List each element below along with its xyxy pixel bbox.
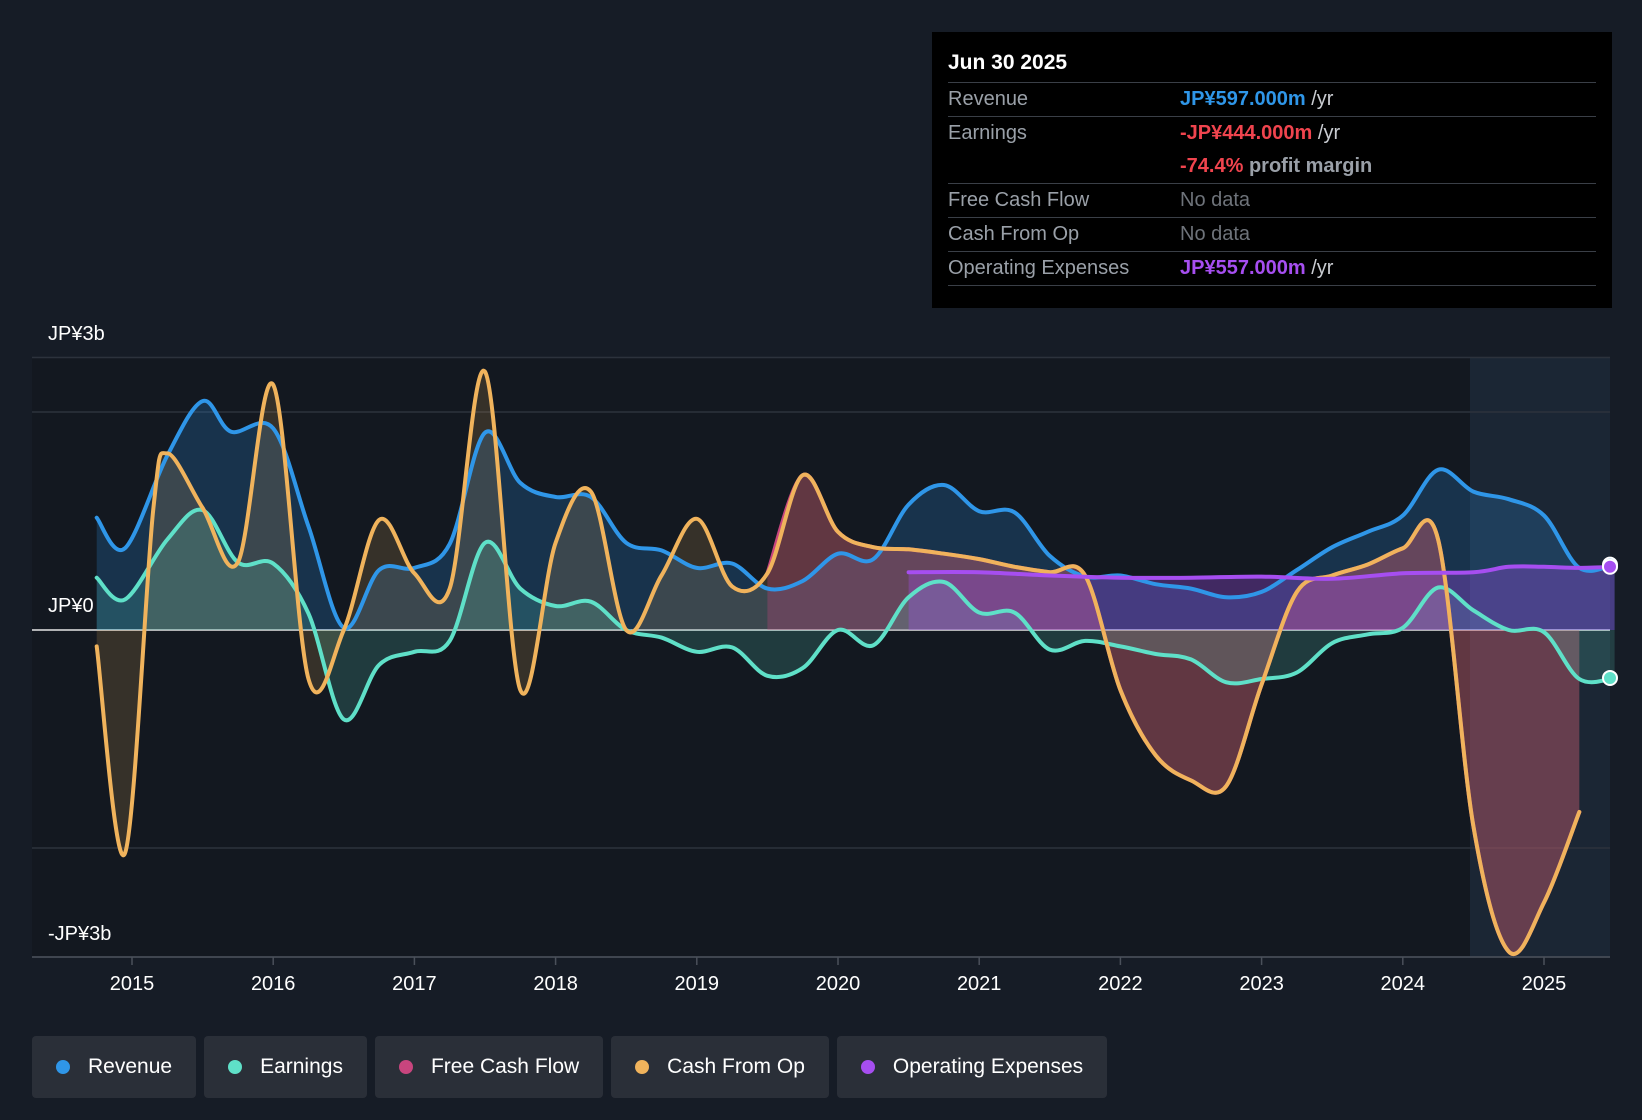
tooltip-unit: /yr — [1311, 257, 1334, 279]
legend-item-cash-from-op[interactable]: Cash From Op — [611, 1036, 829, 1098]
tooltip-row-earnings: Earnings -JP¥444.000m /yr — [948, 117, 1596, 150]
tooltip-margin-value: -74.4% — [1180, 155, 1244, 177]
tooltip-panel: Jun 30 2025 Revenue JP¥597.000m /yr Earn… — [932, 32, 1612, 308]
x-tick-label: 2017 — [392, 973, 437, 995]
legend-dot-icon — [228, 1060, 243, 1074]
x-tick-label: 2023 — [1239, 973, 1284, 995]
tooltip-date: Jun 30 2025 — [948, 48, 1596, 83]
tooltip-value: No data — [1180, 223, 1251, 245]
free-cash-flow-area — [767, 474, 1580, 955]
plot-background — [32, 357, 1610, 957]
legend-item-earnings[interactable]: Earnings — [204, 1036, 367, 1098]
tooltip-row-cfo: Cash From Op No data — [948, 218, 1596, 252]
tooltip-value: JP¥557.000m — [1180, 257, 1306, 279]
operating-expenses-line — [906, 564, 1617, 581]
x-tick-label: 2018 — [533, 973, 578, 995]
tooltip-row-fcf: Free Cash Flow No data — [948, 184, 1596, 218]
legend-dot-icon — [398, 1060, 413, 1074]
y-label-zero: JP¥0 — [48, 595, 94, 617]
y-label-bottom: -JP¥3b — [48, 923, 111, 945]
legend-label: Cash From Op — [667, 1055, 805, 1078]
forecast-highlight-band — [1470, 357, 1610, 957]
tooltip-label: Operating Expenses — [948, 257, 1130, 279]
x-tick-label: 2025 — [1522, 973, 1567, 995]
tooltip-value: JP¥597.000m — [1180, 88, 1306, 110]
x-tick-label: 2022 — [1098, 973, 1143, 995]
tooltip-value: No data — [1180, 189, 1251, 211]
tooltip-row-margin: -74.4% profit margin — [948, 150, 1596, 184]
tooltip-value: -JP¥444.000m — [1180, 122, 1313, 144]
operating-expenses-area — [908, 566, 1615, 630]
tooltip-row-revenue: Revenue JP¥597.000m /yr — [948, 83, 1596, 117]
revenue-line — [94, 399, 1617, 631]
legend-label: Free Cash Flow — [430, 1055, 580, 1078]
operating-expenses-endpoint — [1602, 558, 1618, 575]
tooltip-unit: /yr — [1311, 88, 1334, 110]
tooltip-unit: /yr — [1317, 122, 1341, 144]
tooltip-label: Free Cash Flow — [948, 189, 1090, 211]
x-tick-label: 2015 — [110, 973, 155, 995]
x-tick-label: 2016 — [251, 973, 296, 995]
legend: Revenue Earnings Free Cash Flow Cash Fro… — [32, 1036, 1108, 1098]
legend-item-operating-expenses[interactable]: Operating Expenses — [836, 1036, 1108, 1098]
earnings-endpoint — [1602, 669, 1618, 686]
x-tick-label: 2024 — [1381, 973, 1426, 995]
x-tick-label: 2021 — [957, 973, 1002, 995]
legend-dot-icon — [635, 1060, 650, 1074]
tooltip-label: Revenue — [948, 88, 1029, 110]
legend-label: Operating Expenses — [892, 1055, 1084, 1078]
legend-label: Revenue — [88, 1055, 173, 1078]
legend-dot-icon — [860, 1060, 875, 1074]
tooltip-label: Earnings — [948, 122, 1027, 144]
legend-item-revenue[interactable]: Revenue — [32, 1036, 197, 1098]
y-label-top: JP¥3b — [48, 323, 105, 345]
earnings-line — [94, 507, 1617, 723]
legend-dot-icon — [56, 1060, 70, 1074]
tooltip-label: Cash From Op — [948, 223, 1080, 245]
cash-from-op-line — [94, 368, 1582, 956]
tooltip-row-opex: Operating Expenses JP¥557.000m /yr — [948, 252, 1596, 286]
x-tick-label: 2019 — [675, 973, 720, 995]
x-tick-label: 2020 — [816, 973, 861, 995]
tooltip-margin-text: profit margin — [1248, 155, 1373, 177]
legend-item-free-cash-flow[interactable]: Free Cash Flow — [374, 1036, 604, 1098]
legend-label: Earnings — [260, 1055, 343, 1078]
cash-from-op-area — [96, 370, 1580, 955]
